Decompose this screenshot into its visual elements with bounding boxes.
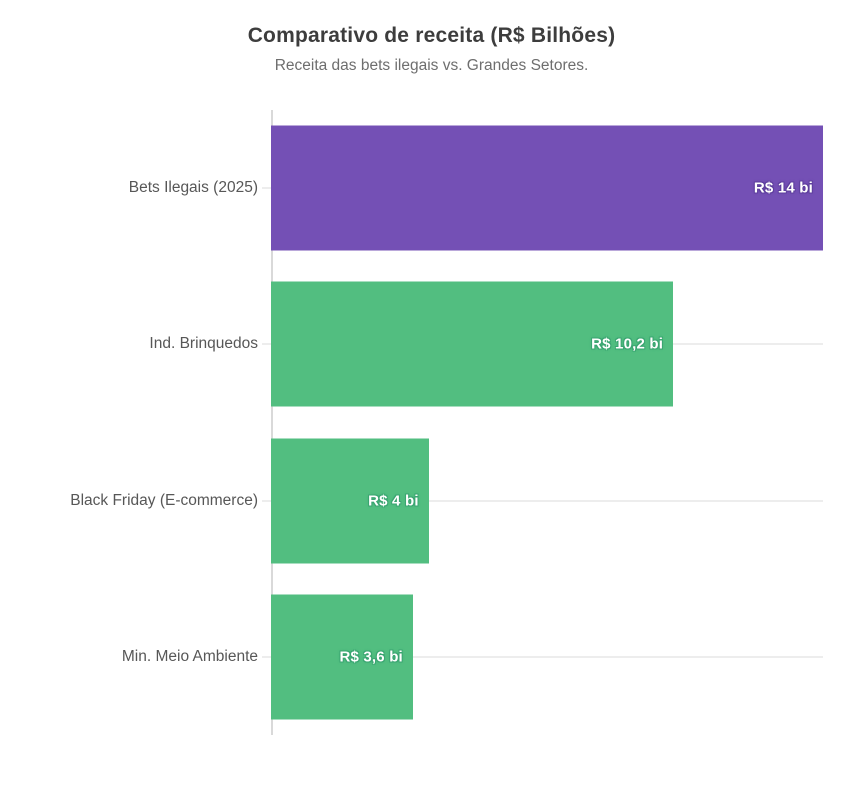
value-label: R$ 4 bi xyxy=(368,492,419,510)
bar-row: R$ 4 bi xyxy=(262,423,823,579)
value-label: R$ 10,2 bi xyxy=(591,335,664,353)
y-axis-line xyxy=(271,110,273,735)
bar: R$ 14 bi xyxy=(271,125,823,251)
gridline xyxy=(262,655,823,658)
category-label: Ind. Brinquedos xyxy=(149,335,258,353)
category-label: Min. Meio Ambiente xyxy=(121,647,258,665)
value-label: R$ 14 bi xyxy=(753,179,813,197)
chart-header: Comparativo de receita (R$ Bilhões) Rece… xyxy=(0,24,863,75)
chart-subtitle: Receita das bets ilegais vs. Grandes Set… xyxy=(274,57,589,74)
bar: R$ 3,6 bi xyxy=(271,594,413,720)
value-label: R$ 3,6 bi xyxy=(339,648,403,666)
category-label: Black Friday (E-commerce) xyxy=(70,491,258,509)
category-label: Bets Ilegais (2025) xyxy=(128,179,258,197)
bar: R$ 10,2 bi xyxy=(271,281,674,407)
category-axis-labels: Bets Ilegais (2025) Ind. Brinquedos Blac… xyxy=(0,110,258,735)
bar-row: R$ 10,2 bi xyxy=(262,266,823,422)
chart-title: Comparativo de receita (R$ Bilhões) xyxy=(247,24,616,47)
plot-area: R$ 14 bi R$ 10,2 bi R$ 4 bi R$ 3,6 bi xyxy=(262,110,823,735)
bar: R$ 4 bi xyxy=(271,438,429,564)
bar-row: R$ 14 bi xyxy=(262,110,823,266)
bar-row: R$ 3,6 bi xyxy=(262,579,823,735)
gridline xyxy=(262,499,823,502)
